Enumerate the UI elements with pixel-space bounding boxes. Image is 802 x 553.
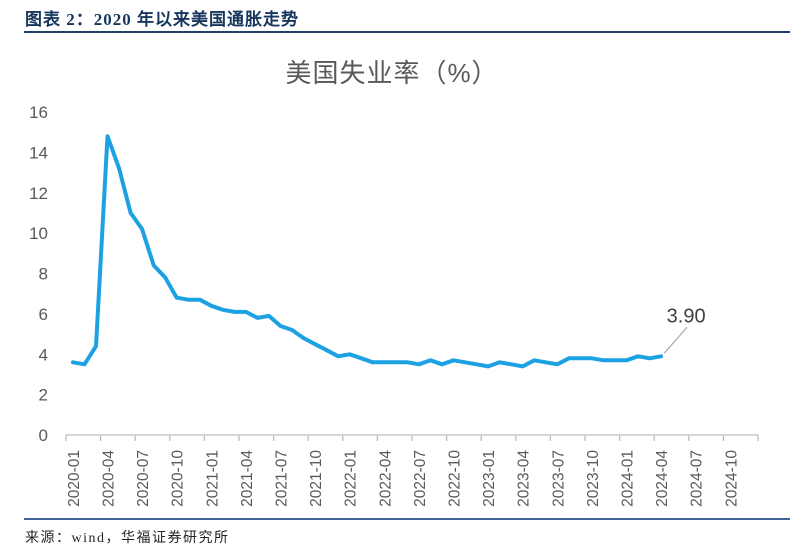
x-axis-label: 2022-10 <box>447 450 464 507</box>
x-axis-label: 2024-07 <box>689 450 706 507</box>
x-axis-label: 2023-04 <box>516 450 533 507</box>
unemployment-line <box>70 134 664 369</box>
y-axis-label: 4 <box>39 345 48 364</box>
header-divider <box>24 31 790 33</box>
figure-header-title: 图表 2：2020 年以来美国通胀走势 <box>25 10 299 29</box>
x-axis-label: 2024-01 <box>620 450 637 507</box>
x-axis-label: 2023-01 <box>481 450 498 507</box>
y-axis-label: 6 <box>39 305 48 324</box>
chart-title: 美国失业率（%） <box>285 58 499 88</box>
x-axis-label: 2022-04 <box>377 450 394 507</box>
x-axis-label: 2021-01 <box>204 450 221 507</box>
y-axis-label: 10 <box>29 224 48 243</box>
x-axis-label: 2020-04 <box>101 450 118 507</box>
x-axis-label: 2021-07 <box>274 450 291 507</box>
x-axis-label: 2020-07 <box>135 450 152 507</box>
y-axis-label: 14 <box>29 143 48 162</box>
x-axis-label: 2023-07 <box>550 450 567 507</box>
data-label-leader-line <box>663 326 688 354</box>
x-axis-label: 2020-10 <box>170 450 187 507</box>
x-axis-label: 2022-07 <box>412 450 429 507</box>
x-axis-label: 2021-10 <box>308 450 325 507</box>
x-axis-label: 2024-04 <box>654 450 671 507</box>
x-axis-label: 2023-10 <box>585 450 602 507</box>
x-axis-label: 2024-10 <box>723 450 740 507</box>
y-axis-label: 16 <box>29 103 48 122</box>
x-axis-label: 2021-04 <box>239 450 256 507</box>
footer-divider <box>24 518 790 520</box>
y-axis-label: 0 <box>39 426 48 445</box>
y-axis-label: 8 <box>39 265 48 284</box>
last-point-data-label: 3.90 <box>667 305 706 327</box>
x-axis-label: 2020-01 <box>66 450 83 507</box>
y-axis-label: 2 <box>39 386 48 405</box>
x-axis-label: 2022-01 <box>343 450 360 507</box>
y-axis-label: 12 <box>29 184 48 203</box>
source-note: 来源：wind，华福证券研究所 <box>25 531 230 546</box>
